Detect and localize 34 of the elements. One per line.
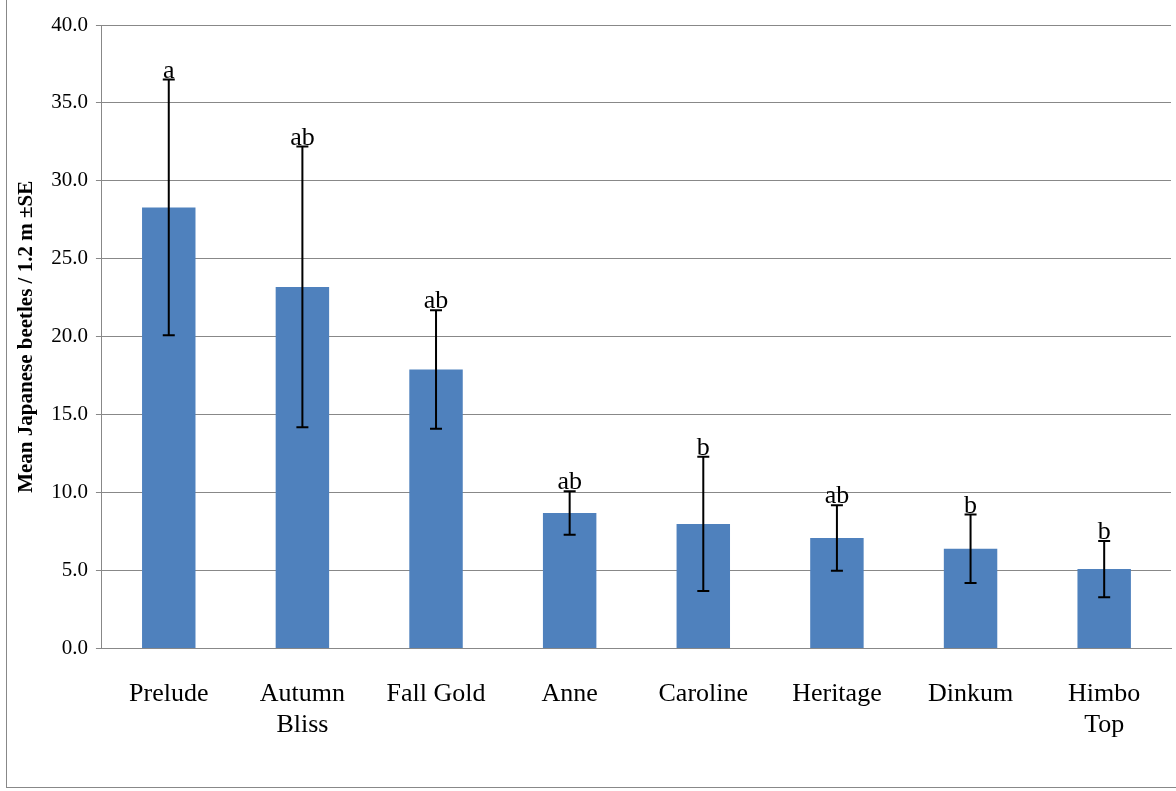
- bar: [676, 523, 731, 649]
- x-tick-label: Himbo Top: [1068, 678, 1141, 739]
- bar: [943, 548, 998, 649]
- x-tick-label: Dinkum: [927, 678, 1014, 708]
- x-tick-label: Heritage: [792, 678, 882, 708]
- annotation: ab: [557, 466, 582, 496]
- bar: [1077, 569, 1131, 649]
- annotation: ab: [824, 480, 850, 510]
- bar: [275, 286, 330, 649]
- y-tick-label: 25.0: [51, 245, 88, 270]
- y-tick-label: 30.0: [51, 167, 88, 192]
- y-axis-title: Mean Japanese beetles / 1.2 m ±SE: [13, 180, 38, 493]
- y-tick-label: 20.0: [51, 323, 88, 348]
- annotation: ab: [423, 285, 449, 315]
- y-tick-label: 5.0: [61, 557, 88, 582]
- x-tick-label: Prelude: [129, 678, 209, 708]
- annotation: ab: [290, 121, 315, 151]
- y-tick-label: 15.0: [51, 401, 88, 426]
- bar: [810, 537, 864, 649]
- y-tick-label: 0.0: [61, 635, 88, 660]
- bar: [142, 207, 196, 649]
- annotation: a: [162, 54, 175, 84]
- y-tick-label: 10.0: [51, 479, 88, 504]
- annotation: b: [696, 431, 710, 461]
- x-tick-label: Fall Gold: [386, 678, 486, 708]
- bar: [542, 512, 597, 649]
- bar: [409, 369, 463, 649]
- annotation: b: [964, 489, 978, 519]
- y-tick-label: 40.0: [51, 11, 88, 36]
- annotation: b: [1097, 516, 1111, 546]
- x-tick-label: Caroline: [658, 678, 749, 708]
- x-tick-label: Anne: [541, 678, 598, 708]
- y-tick-label: 35.0: [51, 89, 88, 114]
- x-tick-label: Autumn Bliss: [259, 678, 346, 739]
